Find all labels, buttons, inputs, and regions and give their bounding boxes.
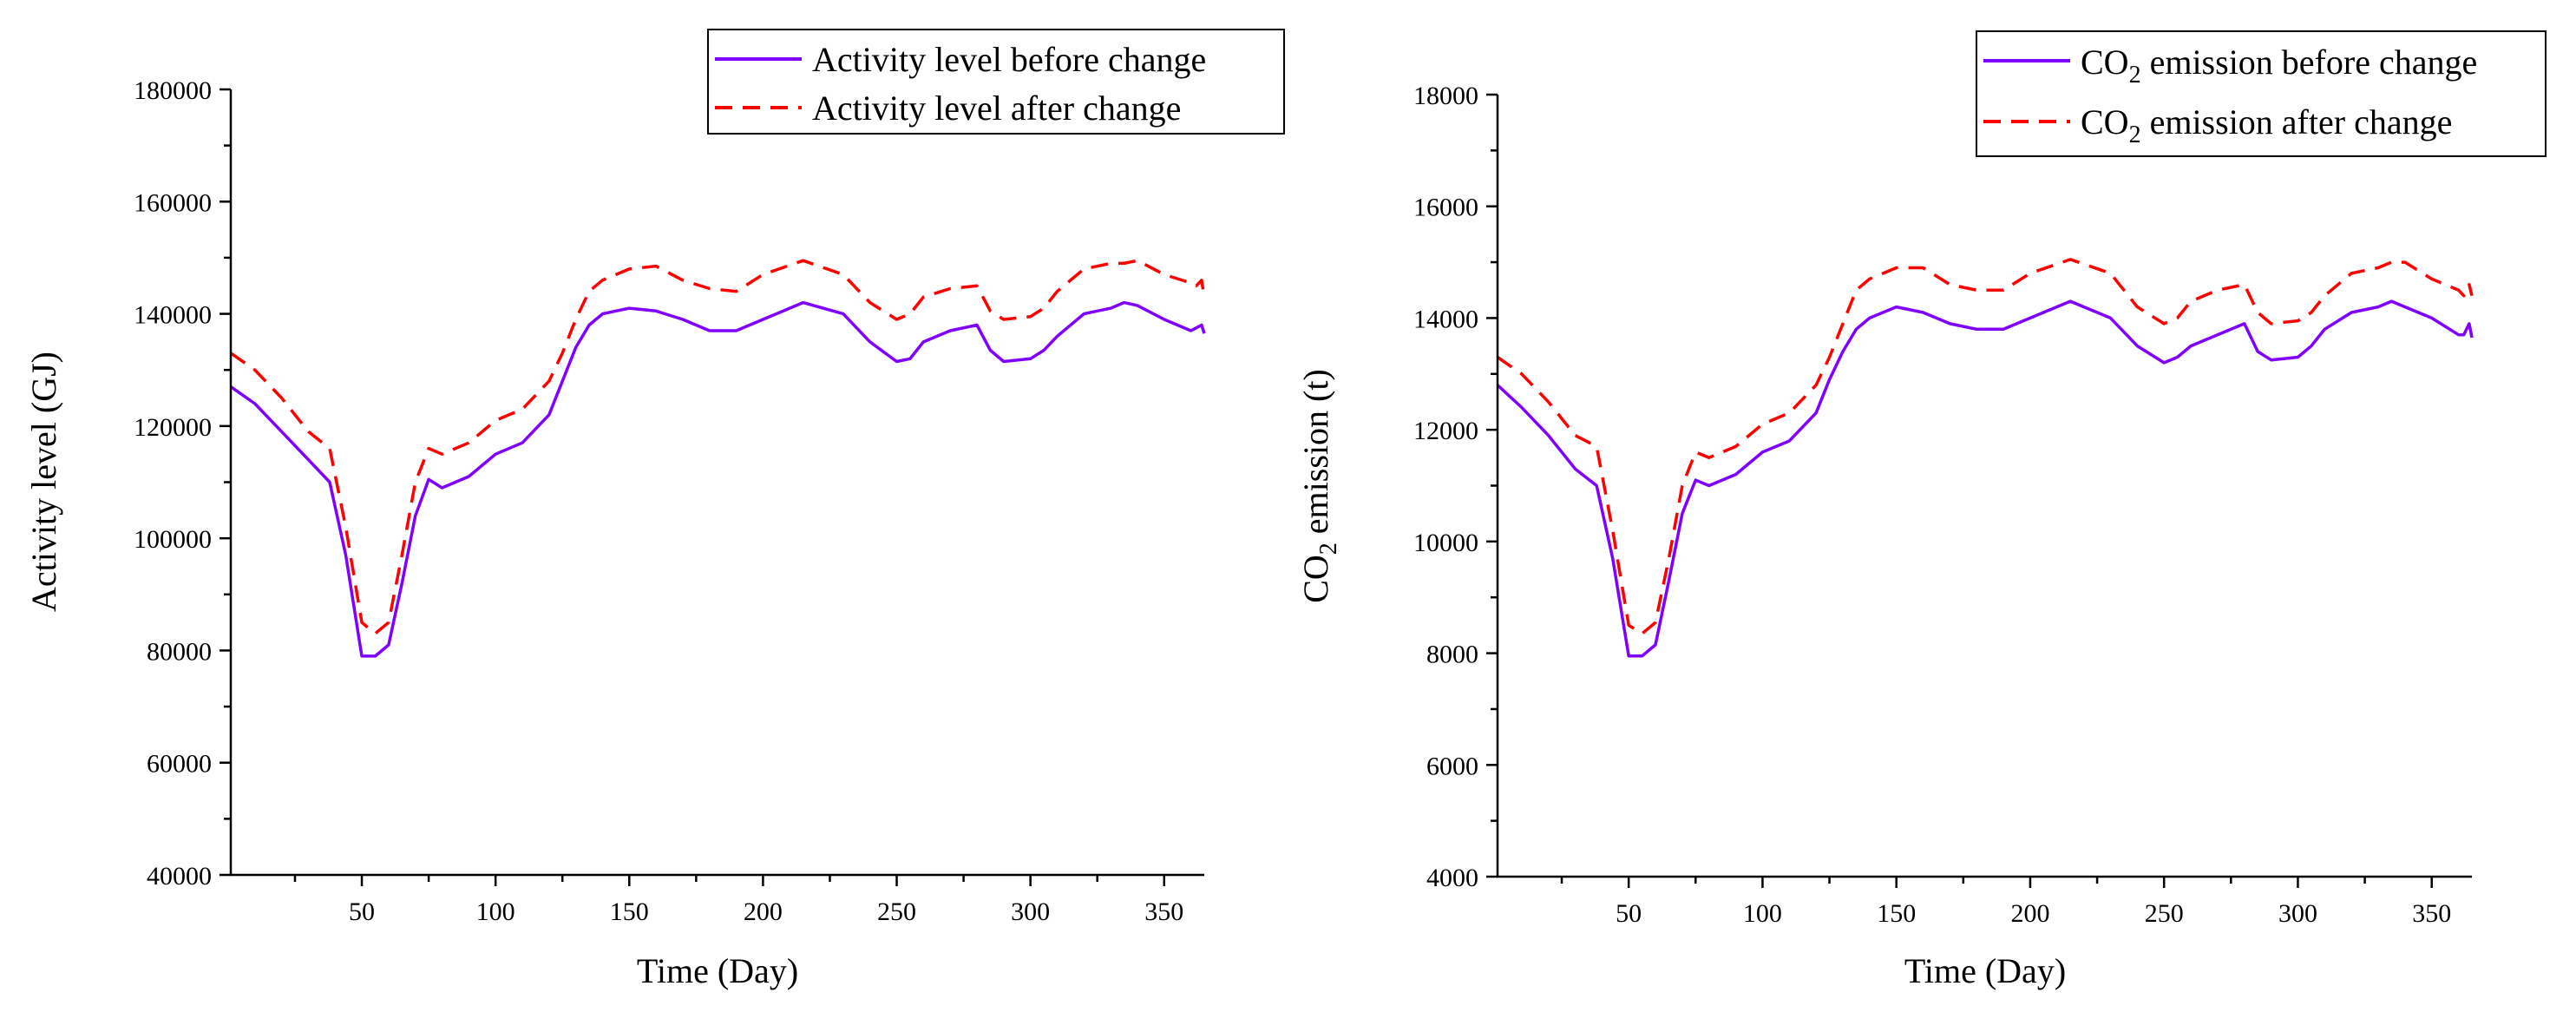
x-tick-label: 100 [1743,899,1782,928]
x-tick-label: 200 [744,897,783,926]
x-tick-label: 250 [2145,899,2184,928]
axis-frame [229,89,1204,877]
y-tick-label: 12000 [1413,417,1478,445]
x-tick-label: 350 [2412,899,2451,928]
series-line-after [229,259,1206,635]
x-tick-label: 350 [1144,897,1183,926]
co2-emission-chart: 50 100 150 200 250 300 350 4000 6000 8000 10000 120… [1296,30,2547,990]
x-tick-label: 150 [610,897,649,926]
y-tick-label: 16000 [1413,194,1478,222]
legend: CO2 emission before change CO2 emission … [1976,30,2547,157]
x-tick-label: 300 [1011,897,1050,926]
y-tick-label: 8000 [1426,641,1478,669]
plot-area [1496,258,2474,658]
x-tick-label: 200 [2010,899,2049,928]
y-tick-label: 100000 [134,525,212,554]
axis-frame [1496,95,2472,878]
plot-area [229,259,1206,658]
legend-label-after: Activity level after change [812,89,1181,128]
legend-label-before: CO2 emission before change [2081,43,2477,89]
x-tick-label: 50 [349,897,375,926]
y-tick-label: 80000 [147,637,212,666]
y-axis-title: CO2 emission (t) [1296,369,1342,603]
y-tick-label: 40000 [147,862,212,891]
y-tick-label: 60000 [147,750,212,779]
x-tick-label: 100 [476,897,515,926]
activity-level-chart: 50 100 150 200 250 300 350 40000 60000 80000 10000… [24,29,1285,990]
series-line-after [1497,258,2474,635]
legend-label-before: Activity level before change [812,40,1206,79]
x-tick-label: 300 [2278,899,2317,928]
x-axis-title: Time (Day) [1904,951,2066,990]
y-axis-title: Activity level (GJ) [24,352,63,612]
x-tick-label: 250 [877,897,916,926]
x-axis-title: Time (Day) [637,951,798,990]
series-line-before [1496,299,2474,658]
y-tick-label: 4000 [1426,864,1478,892]
x-tick-label: 50 [1616,899,1642,928]
y-tick-label: 18000 [1413,82,1478,110]
y-tick-label: 10000 [1413,529,1478,557]
legend: Activity level before change Activity le… [707,29,1285,135]
x-tick-label: 150 [1877,899,1916,928]
axis-ticks: 50 100 150 200 250 300 350 4000 6000 8000 10000 120… [1413,82,2451,928]
legend-label-after: CO2 emission after change [2081,102,2452,148]
y-tick-label: 14000 [1413,305,1478,333]
y-tick-label: 140000 [134,301,212,330]
series-line-before [229,300,1206,658]
legend-box [1976,30,2547,157]
legend-box [707,29,1285,135]
y-tick-label: 120000 [134,413,212,442]
axis-ticks: 50 100 150 200 250 300 350 40000 60000 80000 10000… [134,76,1183,926]
y-tick-label: 180000 [134,76,212,105]
y-tick-label: 160000 [134,188,212,217]
y-tick-label: 6000 [1426,752,1478,780]
